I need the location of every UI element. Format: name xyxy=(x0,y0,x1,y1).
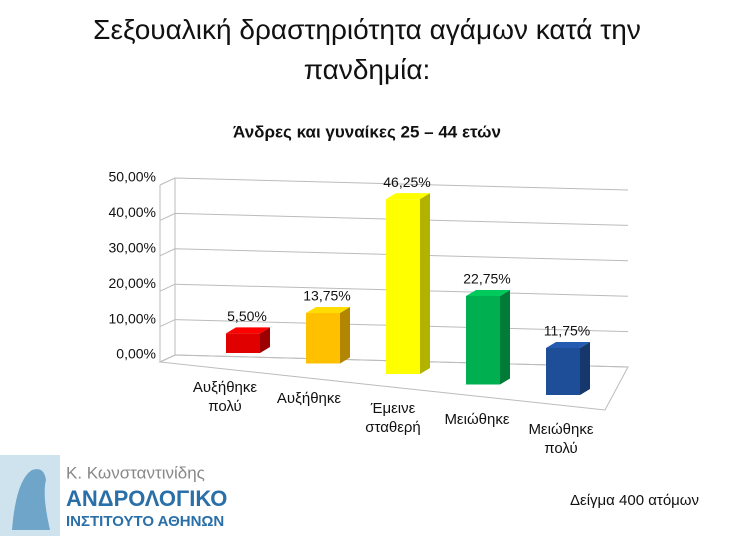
y-tick-label: 40,00% xyxy=(109,204,156,220)
y-tick-label: 10,00% xyxy=(109,310,156,326)
data-label: 5,50% xyxy=(227,308,267,324)
data-label: 22,75% xyxy=(463,271,510,287)
logo-name: Κ. Κωνσταντινίδης xyxy=(66,463,205,482)
bar-top xyxy=(226,327,270,334)
chart-title: Άνδρες και γυναίκες 25 – 44 ετών xyxy=(233,122,501,141)
data-label: 46,25% xyxy=(383,174,430,190)
bar-side xyxy=(340,307,350,364)
bar-top xyxy=(386,193,430,200)
data-label: 13,75% xyxy=(303,288,350,304)
bar-side xyxy=(420,193,430,374)
bar-side xyxy=(260,327,270,353)
slide-title: Σεξουαλική δραστηριότητα αγάμων κατά την… xyxy=(93,14,641,85)
x-tick-label: Έμεινε σταθερή xyxy=(365,400,421,436)
footnote: Δείγμα 400 ατόμων xyxy=(570,492,700,509)
x-tick-label: Μειώθηκε πολύ xyxy=(528,421,594,457)
x-tick-label: Αυξήθηκε xyxy=(276,389,342,407)
logo-line: ΙΝΣΤΙΤΟΥΤΟ ΑΘΗΝΩΝ xyxy=(66,513,224,530)
grid-line xyxy=(159,177,629,191)
bar-side xyxy=(580,342,590,395)
bar-top xyxy=(546,342,590,348)
grid-line xyxy=(159,248,629,262)
bar xyxy=(306,313,340,364)
y-tick-label: 30,00% xyxy=(109,240,156,256)
bar xyxy=(546,348,580,395)
bar-side xyxy=(500,290,510,385)
x-tick-label: Μειώθηκε xyxy=(444,410,510,428)
bar-top xyxy=(466,290,510,297)
bar xyxy=(226,333,260,353)
bar xyxy=(386,199,420,374)
bar-top xyxy=(306,307,350,314)
data-label: 11,75% xyxy=(544,323,590,339)
logo-line: ΑΝΔΡΟΛΟΓΙΚΟ xyxy=(66,486,227,511)
x-tick-label: Αυξήθηκε πολύ xyxy=(192,379,258,415)
logo-figure xyxy=(12,469,50,530)
y-tick-label: 20,00% xyxy=(109,275,156,291)
bar xyxy=(466,296,500,385)
y-tick-label: 0,00% xyxy=(116,346,156,362)
grid-line xyxy=(159,212,629,226)
y-tick-label: 50,00% xyxy=(109,169,156,185)
